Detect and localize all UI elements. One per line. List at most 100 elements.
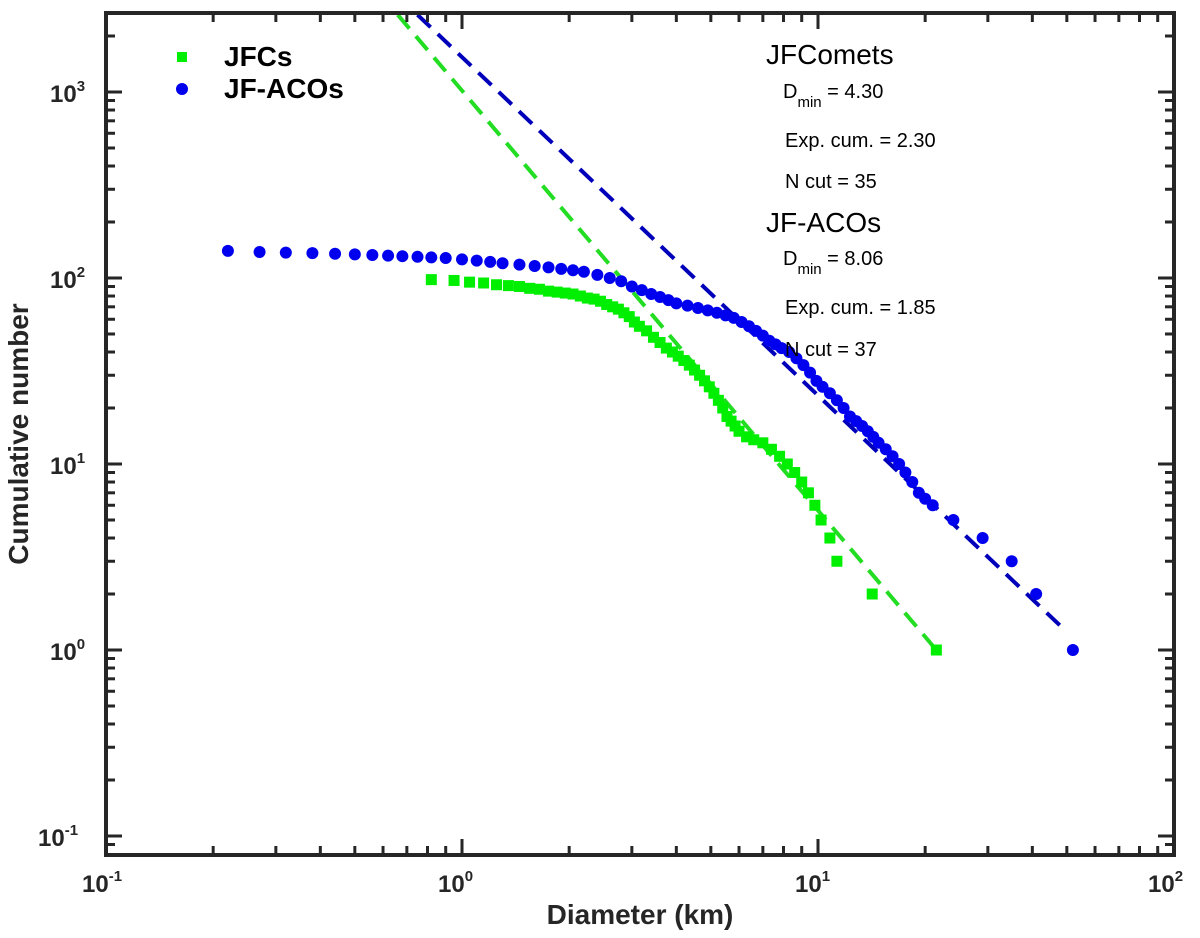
data-point-jfc [781,458,793,470]
data-point-jfc [703,381,715,393]
data-point-jf-aco [279,246,292,259]
data-point-jfc [660,342,672,354]
y-axis-label: Cumulative number [3,303,34,564]
data-point-jfc [930,644,942,656]
x-tick-label: 102 [1148,868,1183,898]
data-point-jfc [559,287,571,299]
annotation-title: JFComets [766,39,894,70]
data-point-jfc [765,443,777,455]
data-point-jf-aco [253,245,266,258]
annotation-dmin: Dmin = 4.30 [783,81,883,111]
series-jfcs [425,274,942,656]
data-point-jf-aco [306,247,319,260]
x-tick-label: 100 [438,868,473,898]
data-point-jfc [513,281,525,293]
annotation-exp-cum: Exp. cum. = 1.85 [785,297,936,319]
legend: JFCs JF-ACOs [176,41,344,104]
data-point-jfc [647,331,659,343]
data-point-jf-aco [893,458,906,470]
data-point-jf-aco [542,261,555,274]
data-point-jfc [581,292,593,304]
y-tick-label: 103 [50,78,85,108]
data-point-jf-aco [615,275,628,288]
data-point-jf-aco [528,260,541,273]
data-point-jfc [574,290,586,302]
data-point-jfc [654,337,666,349]
x-tick-labels: 10-1 100 101 102 [82,868,1183,898]
data-point-jfc [717,402,729,414]
data-point-jfc [708,387,720,399]
data-point-jf-aco [411,250,424,263]
data-point-jfc [425,274,437,286]
annotation-n-cut: N cut = 35 [785,171,877,193]
annotation-n-cut: N cut = 37 [785,339,877,361]
data-point-jf-aco [899,466,912,479]
y-tick-label: 100 [50,636,85,666]
data-point-jf-aco [906,476,919,489]
data-point-jfc [588,293,600,305]
data-point-jfc [789,467,801,479]
data-point-jfc [824,532,836,544]
annotation-jf-acos: JF-ACOs Dmin = 8.06 Exp. cum. = 1.85 N c… [766,207,936,361]
fit-line-jfc [396,13,938,652]
data-point-jfc [502,280,514,292]
annotation-title: JF-ACOs [766,207,881,238]
fit-line-jfaco [416,13,1069,634]
x-axis-label: Diameter (km) [547,899,734,930]
data-point-jf-aco [577,265,590,278]
data-point-jfc [464,276,476,288]
axis-ticks [106,13,1174,855]
legend-marker-jfcs [177,52,187,62]
data-point-jfc [551,286,563,298]
data-point-jf-aco [591,268,604,281]
data-point-jfc [815,514,827,526]
data-point-jfc [595,295,607,307]
data-point-jf-aco [1066,644,1079,656]
data-point-jf-aco [625,280,638,293]
data-point-jfc [524,282,536,294]
data-point-jfc [666,346,678,358]
data-point-jf-aco [947,513,960,526]
series-jf-acos [221,244,1079,656]
data-point-jfc [448,274,460,286]
data-point-jf-aco [1005,555,1018,568]
data-point-jf-aco [670,297,683,310]
data-point-jf-aco [221,244,234,257]
data-point-jf-aco [425,251,438,264]
data-point-jf-aco [366,248,379,261]
annotation-dmin: Dmin = 8.06 [783,248,883,278]
y-tick-label: 101 [50,450,85,480]
data-point-jf-aco [926,499,939,512]
data-point-jf-aco [555,262,568,275]
annotation-exp-cum: Exp. cum. = 2.30 [785,130,936,152]
y-tick-label: 10-1 [38,822,78,852]
data-point-jfc [601,299,613,311]
data-point-jfc [533,283,545,295]
data-point-jf-aco [456,253,468,266]
data-point-jf-aco [691,301,704,314]
data-point-jfc [543,285,555,297]
data-point-jf-aco [804,366,817,379]
x-tick-label: 10-1 [82,868,122,898]
annotation-jfcomets: JFComets Dmin = 4.30 Exp. cum. = 2.30 N … [766,39,936,193]
data-point-jf-aco [496,257,509,270]
data-point-jf-aco [976,532,989,545]
data-point-jf-aco [470,254,483,267]
data-point-jfc [694,369,706,381]
data-point-jfc [633,320,645,332]
data-point-jfc [712,394,724,406]
legend-label-jfcs: JFCs [224,41,292,72]
data-point-jfc [733,425,745,437]
data-point-jfc [478,277,490,289]
data-point-jfc [567,288,579,300]
data-point-jf-aco [439,252,452,265]
data-point-jf-aco [701,304,714,317]
data-point-jf-aco [681,299,694,312]
data-point-jfc [809,499,821,511]
data-point-jfc [866,588,878,600]
data-point-jf-aco [329,247,342,260]
legend-marker-jf-acos [176,83,188,95]
data-point-jfc [774,450,786,462]
data-point-jf-aco [837,402,850,415]
data-point-jfc [796,476,808,488]
